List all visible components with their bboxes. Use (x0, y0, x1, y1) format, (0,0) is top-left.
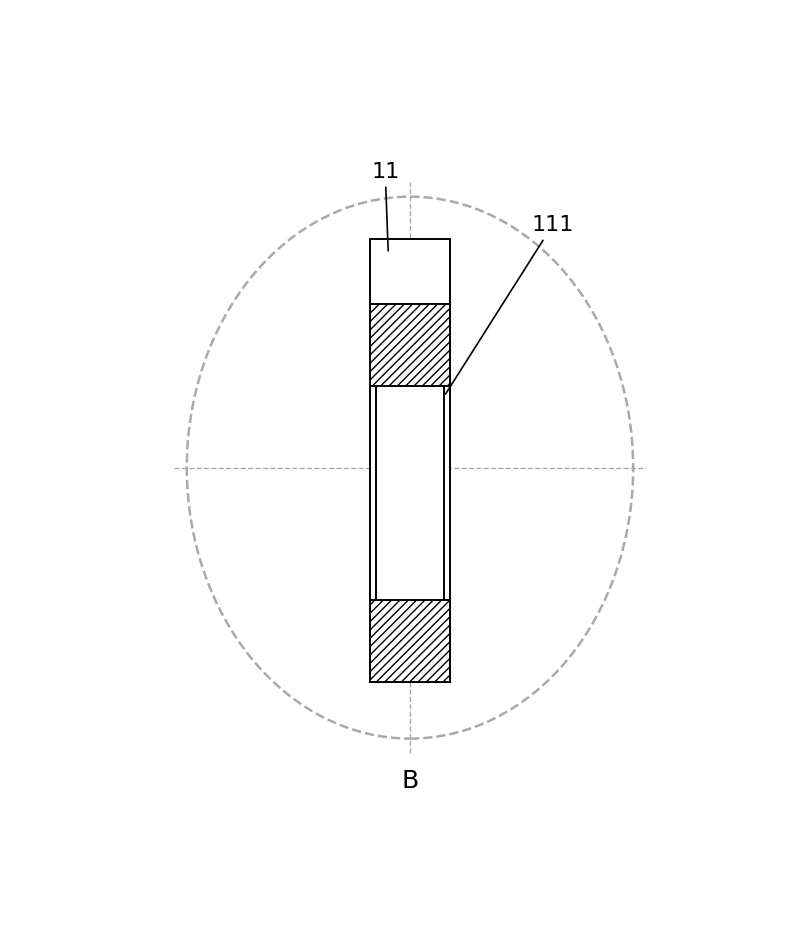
Text: B: B (402, 770, 418, 794)
Text: 11: 11 (371, 162, 399, 251)
Bar (370, 240, 450, 682)
Text: 111: 111 (446, 215, 574, 394)
Bar (376, 304, 444, 614)
Bar (370, 599, 450, 682)
Bar (370, 304, 450, 385)
